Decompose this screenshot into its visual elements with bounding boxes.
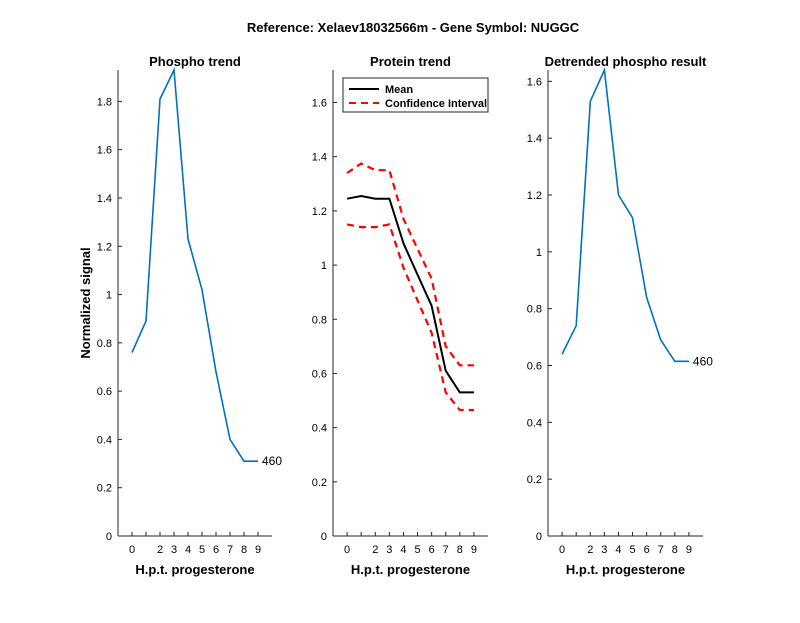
y-tick-label: 0: [321, 531, 327, 543]
y-axis-label: Normalized signal: [78, 247, 93, 358]
x-tick-label: 3: [386, 544, 392, 556]
y-tick-label: 0.2: [97, 483, 112, 495]
panel-title: Protein trend: [370, 54, 451, 69]
y-tick-label: 1.8: [97, 96, 112, 108]
x-tick-label: 7: [227, 544, 233, 556]
legend-label: Confidence Interval: [385, 98, 487, 110]
legend-label: Mean: [385, 84, 413, 96]
x-axis-label: H.p.t. progesterone: [135, 562, 254, 577]
series-line-0: [561, 67, 689, 363]
y-tick-label: 0.2: [527, 474, 542, 486]
x-tick-label: 4: [400, 544, 406, 556]
panel-title: Phospho trend: [149, 54, 241, 69]
x-tick-label: 0: [559, 544, 565, 556]
x-axis-label: H.p.t. progesterone: [351, 562, 470, 577]
x-tick-label: 0: [129, 544, 135, 556]
y-tick-label: 1: [536, 247, 542, 259]
y-tick-label: 1.2: [527, 190, 542, 202]
x-tick-label: 4: [615, 544, 621, 556]
x-tick-label: 2: [157, 544, 163, 556]
x-tick-label: 6: [644, 544, 650, 556]
x-tick-label: 3: [601, 544, 607, 556]
x-tick-label: 9: [471, 544, 477, 556]
legend-box: [342, 77, 489, 113]
x-tick-label: 6: [213, 544, 219, 556]
y-tick-label: 0.4: [97, 434, 112, 446]
mean-line-0: [346, 194, 474, 394]
confidence-interval-line-1: [346, 162, 474, 367]
y-tick-label: 0.6: [527, 361, 542, 373]
y-tick-label: 0.8: [527, 304, 542, 316]
x-tick-label: 6: [429, 544, 435, 556]
x-tick-label: 8: [241, 544, 247, 556]
y-tick-label: 1.6: [97, 145, 112, 157]
x-tick-label: 5: [199, 544, 205, 556]
x-tick-label: 5: [629, 544, 635, 556]
x-tick-label: 8: [672, 544, 678, 556]
panel-title: Detrended phospho result: [545, 54, 707, 69]
y-tick-label: 1.4: [97, 193, 112, 205]
y-tick-label: 0: [536, 531, 542, 543]
x-axis-label: H.p.t. progesterone: [566, 562, 685, 577]
y-tick-label: 0.8: [312, 314, 327, 326]
x-tick-label: 2: [372, 544, 378, 556]
y-tick-label: 0.4: [527, 417, 542, 429]
x-tick-label: 2: [587, 544, 593, 556]
y-tick-label: 0.4: [312, 423, 327, 435]
y-tick-label: 1.6: [527, 76, 542, 88]
figure-title: Reference: Xelaev18032566m - Gene Symbol…: [247, 20, 580, 35]
x-tick-label: 7: [443, 544, 449, 556]
y-tick-label: 0.8: [97, 338, 112, 350]
y-tick-label: 1: [106, 290, 112, 302]
x-tick-label: 5: [414, 544, 420, 556]
x-tick-label: 4: [185, 544, 191, 556]
y-tick-label: 0.2: [312, 477, 327, 489]
x-tick-label: 0: [344, 544, 350, 556]
series-line-0: [131, 67, 258, 463]
x-tick-label: 9: [686, 544, 692, 556]
point-annotation: 460: [262, 454, 282, 468]
y-tick-label: 0.6: [97, 386, 112, 398]
confidence-interval-line-2: [346, 223, 474, 412]
y-tick-label: 1.4: [527, 133, 542, 145]
x-tick-label: 7: [658, 544, 664, 556]
y-tick-label: 1.2: [312, 206, 327, 218]
x-tick-label: 8: [457, 544, 463, 556]
x-tick-label: 9: [255, 544, 261, 556]
y-tick-label: 0.6: [312, 368, 327, 380]
y-tick-label: 1.4: [312, 152, 327, 164]
y-tick-label: 1.6: [312, 98, 327, 110]
y-tick-label: 1: [321, 260, 327, 272]
point-annotation: 460: [693, 354, 713, 368]
y-tick-label: 1.2: [97, 241, 112, 253]
y-tick-label: 0: [106, 531, 112, 543]
x-tick-label: 3: [171, 544, 177, 556]
